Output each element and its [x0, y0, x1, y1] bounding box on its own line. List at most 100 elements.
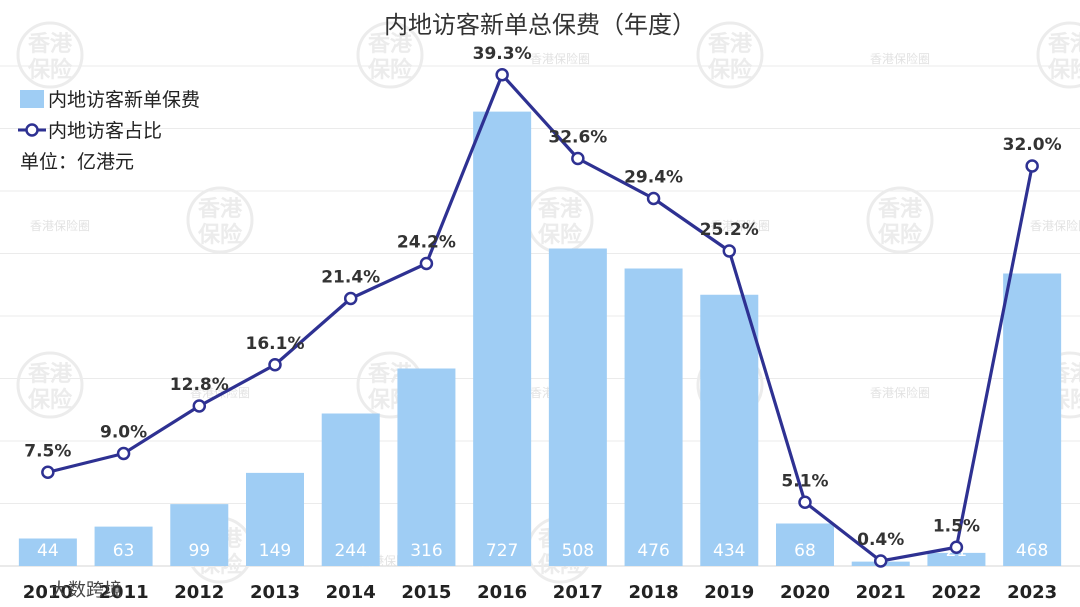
x-tick-label: 2012	[174, 582, 224, 603]
bar-value-labels: 44639914924431672750847643468721468	[37, 541, 1048, 561]
line-value-label: 1.5%	[933, 516, 980, 536]
bar-value-label: 434	[713, 541, 745, 561]
unit-note: 单位：亿港元	[20, 151, 134, 173]
watermark-seal-text: 香港	[1048, 32, 1080, 57]
line-path	[47, 73, 1034, 563]
bar-series	[18, 111, 1062, 566]
line-point-2016	[495, 68, 509, 82]
watermark-seal: 香港保险	[1036, 21, 1080, 89]
line-value-label: 32.0%	[1003, 135, 1062, 155]
x-tick-label: 2018	[629, 582, 679, 603]
bar-2017	[548, 248, 607, 566]
watermark-text: 香港保险圈	[30, 218, 90, 233]
line-value-label: 9.0%	[100, 423, 147, 443]
watermark-seal-ring	[696, 21, 764, 89]
bar-value-label: 727	[486, 541, 518, 561]
bar-2013	[246, 472, 304, 566]
legend-bar-swatch	[20, 90, 44, 108]
x-tick-label: 2021	[856, 582, 906, 603]
x-tick-label: 2022	[931, 582, 981, 603]
line-point-2020	[798, 495, 812, 509]
bar-2014	[321, 413, 380, 566]
x-tick-label: 2013	[250, 582, 300, 603]
bar-value-label: 99	[188, 541, 210, 561]
watermark-seal-text: 香港	[708, 32, 753, 57]
bar-value-label: 316	[410, 541, 442, 561]
line-value-label: 25.2%	[700, 220, 759, 240]
line-value-label: 21.4%	[321, 268, 380, 288]
bar-value-label: 244	[334, 541, 366, 561]
watermark-seal-ring	[356, 21, 424, 89]
watermark-text: 香港保险圈	[1030, 218, 1080, 233]
watermark-text: 香港保险圈	[870, 385, 930, 400]
watermark-text: 香港保险圈	[870, 51, 930, 66]
credit-text: 大数跨境	[50, 580, 122, 601]
watermark-seal-text: 香港	[28, 32, 73, 57]
watermark-seal-text: 保险	[1047, 57, 1080, 83]
watermark-text: 香港保险圈	[530, 51, 590, 66]
gridlines	[0, 65, 1080, 567]
watermark-seal: 香港保险	[526, 186, 594, 254]
line-value-label: 5.1%	[781, 471, 828, 491]
bar-2023	[1003, 273, 1062, 566]
line-value-label: 0.4%	[857, 530, 904, 550]
watermark-seal-ring	[186, 186, 254, 254]
legend-line-label: 内地访客占比	[48, 120, 162, 142]
line-point-2018	[646, 191, 661, 206]
bar-2020	[776, 523, 834, 566]
bar-2012	[170, 504, 229, 566]
watermark-text: 香港保险圈	[710, 218, 770, 233]
bar-value-label: 68	[794, 541, 816, 561]
bar-2022	[927, 552, 986, 566]
watermark-seal-text: 保险	[197, 222, 243, 248]
watermark-seal: 香港保险	[356, 21, 424, 89]
line-point-2014	[343, 291, 358, 306]
x-tick-label: 2023	[1007, 582, 1057, 603]
x-tick-label: 2020	[780, 582, 830, 603]
watermark-seal-text: 保险	[27, 387, 73, 413]
line-value-label: 24.2%	[397, 233, 456, 253]
line-point-2012	[192, 399, 207, 413]
bar-2015	[397, 368, 456, 566]
watermark-seal: 香港保险	[696, 21, 764, 89]
line-point-2010	[41, 465, 55, 479]
line-point-2015	[419, 256, 434, 271]
x-axis-ticks: 2010 2011 2012 2013 2014 2015 2016 2017 2018 2019…	[23, 582, 1057, 603]
bar-value-label: 149	[259, 541, 291, 561]
watermark-seal-text: 保险	[27, 57, 73, 83]
bar-value-label: 508	[562, 541, 594, 561]
bar-2016	[473, 111, 532, 566]
line-value-labels: 7.5% 9.0% 12.8% 16.1% 21.4% 24.2% 39.3% 32.6% 29…	[24, 44, 1061, 550]
line-point-2017	[571, 151, 585, 166]
legend-line-marker	[25, 123, 39, 137]
watermark-seal: 香港保险	[186, 186, 254, 254]
bar-2010	[18, 538, 77, 566]
bar-2019	[700, 294, 759, 566]
watermark-seal-text: 香港	[198, 197, 243, 222]
x-tick-label: 2017	[553, 582, 603, 603]
watermark-seal-text: 香港	[368, 32, 413, 57]
line-value-label: 39.3%	[473, 44, 532, 64]
legend: 内地访客新单保费 内地访客占比 单位：亿港元	[18, 89, 200, 173]
watermark-seal-text: 香港	[538, 197, 583, 222]
watermark-seal-text: 保险	[367, 57, 413, 83]
watermark-seal: 香港保险	[16, 21, 84, 89]
watermark-text: 香港保险圈	[190, 385, 250, 400]
line-point-2021	[873, 554, 888, 568]
line-point-2011	[116, 446, 131, 461]
bar-2011	[94, 526, 153, 566]
watermark-seal: 香港保险	[866, 186, 934, 254]
watermark-seal-text: 保险	[537, 222, 583, 248]
watermark-seal-ring	[16, 351, 84, 419]
x-tick-label: 2011	[99, 582, 149, 603]
line-value-label: 12.8%	[170, 375, 229, 395]
bar-value-label: 476	[637, 541, 669, 561]
line-value-label: 7.5%	[24, 441, 71, 461]
x-tick-label: 2014	[326, 582, 376, 603]
watermark-seal-ring	[1036, 21, 1080, 89]
line-value-label: 32.6%	[548, 128, 607, 148]
watermark-seal-ring	[866, 186, 934, 254]
line-point-2019	[722, 244, 737, 258]
chart-title: 内地访客新单总保费（年度）	[384, 11, 696, 39]
